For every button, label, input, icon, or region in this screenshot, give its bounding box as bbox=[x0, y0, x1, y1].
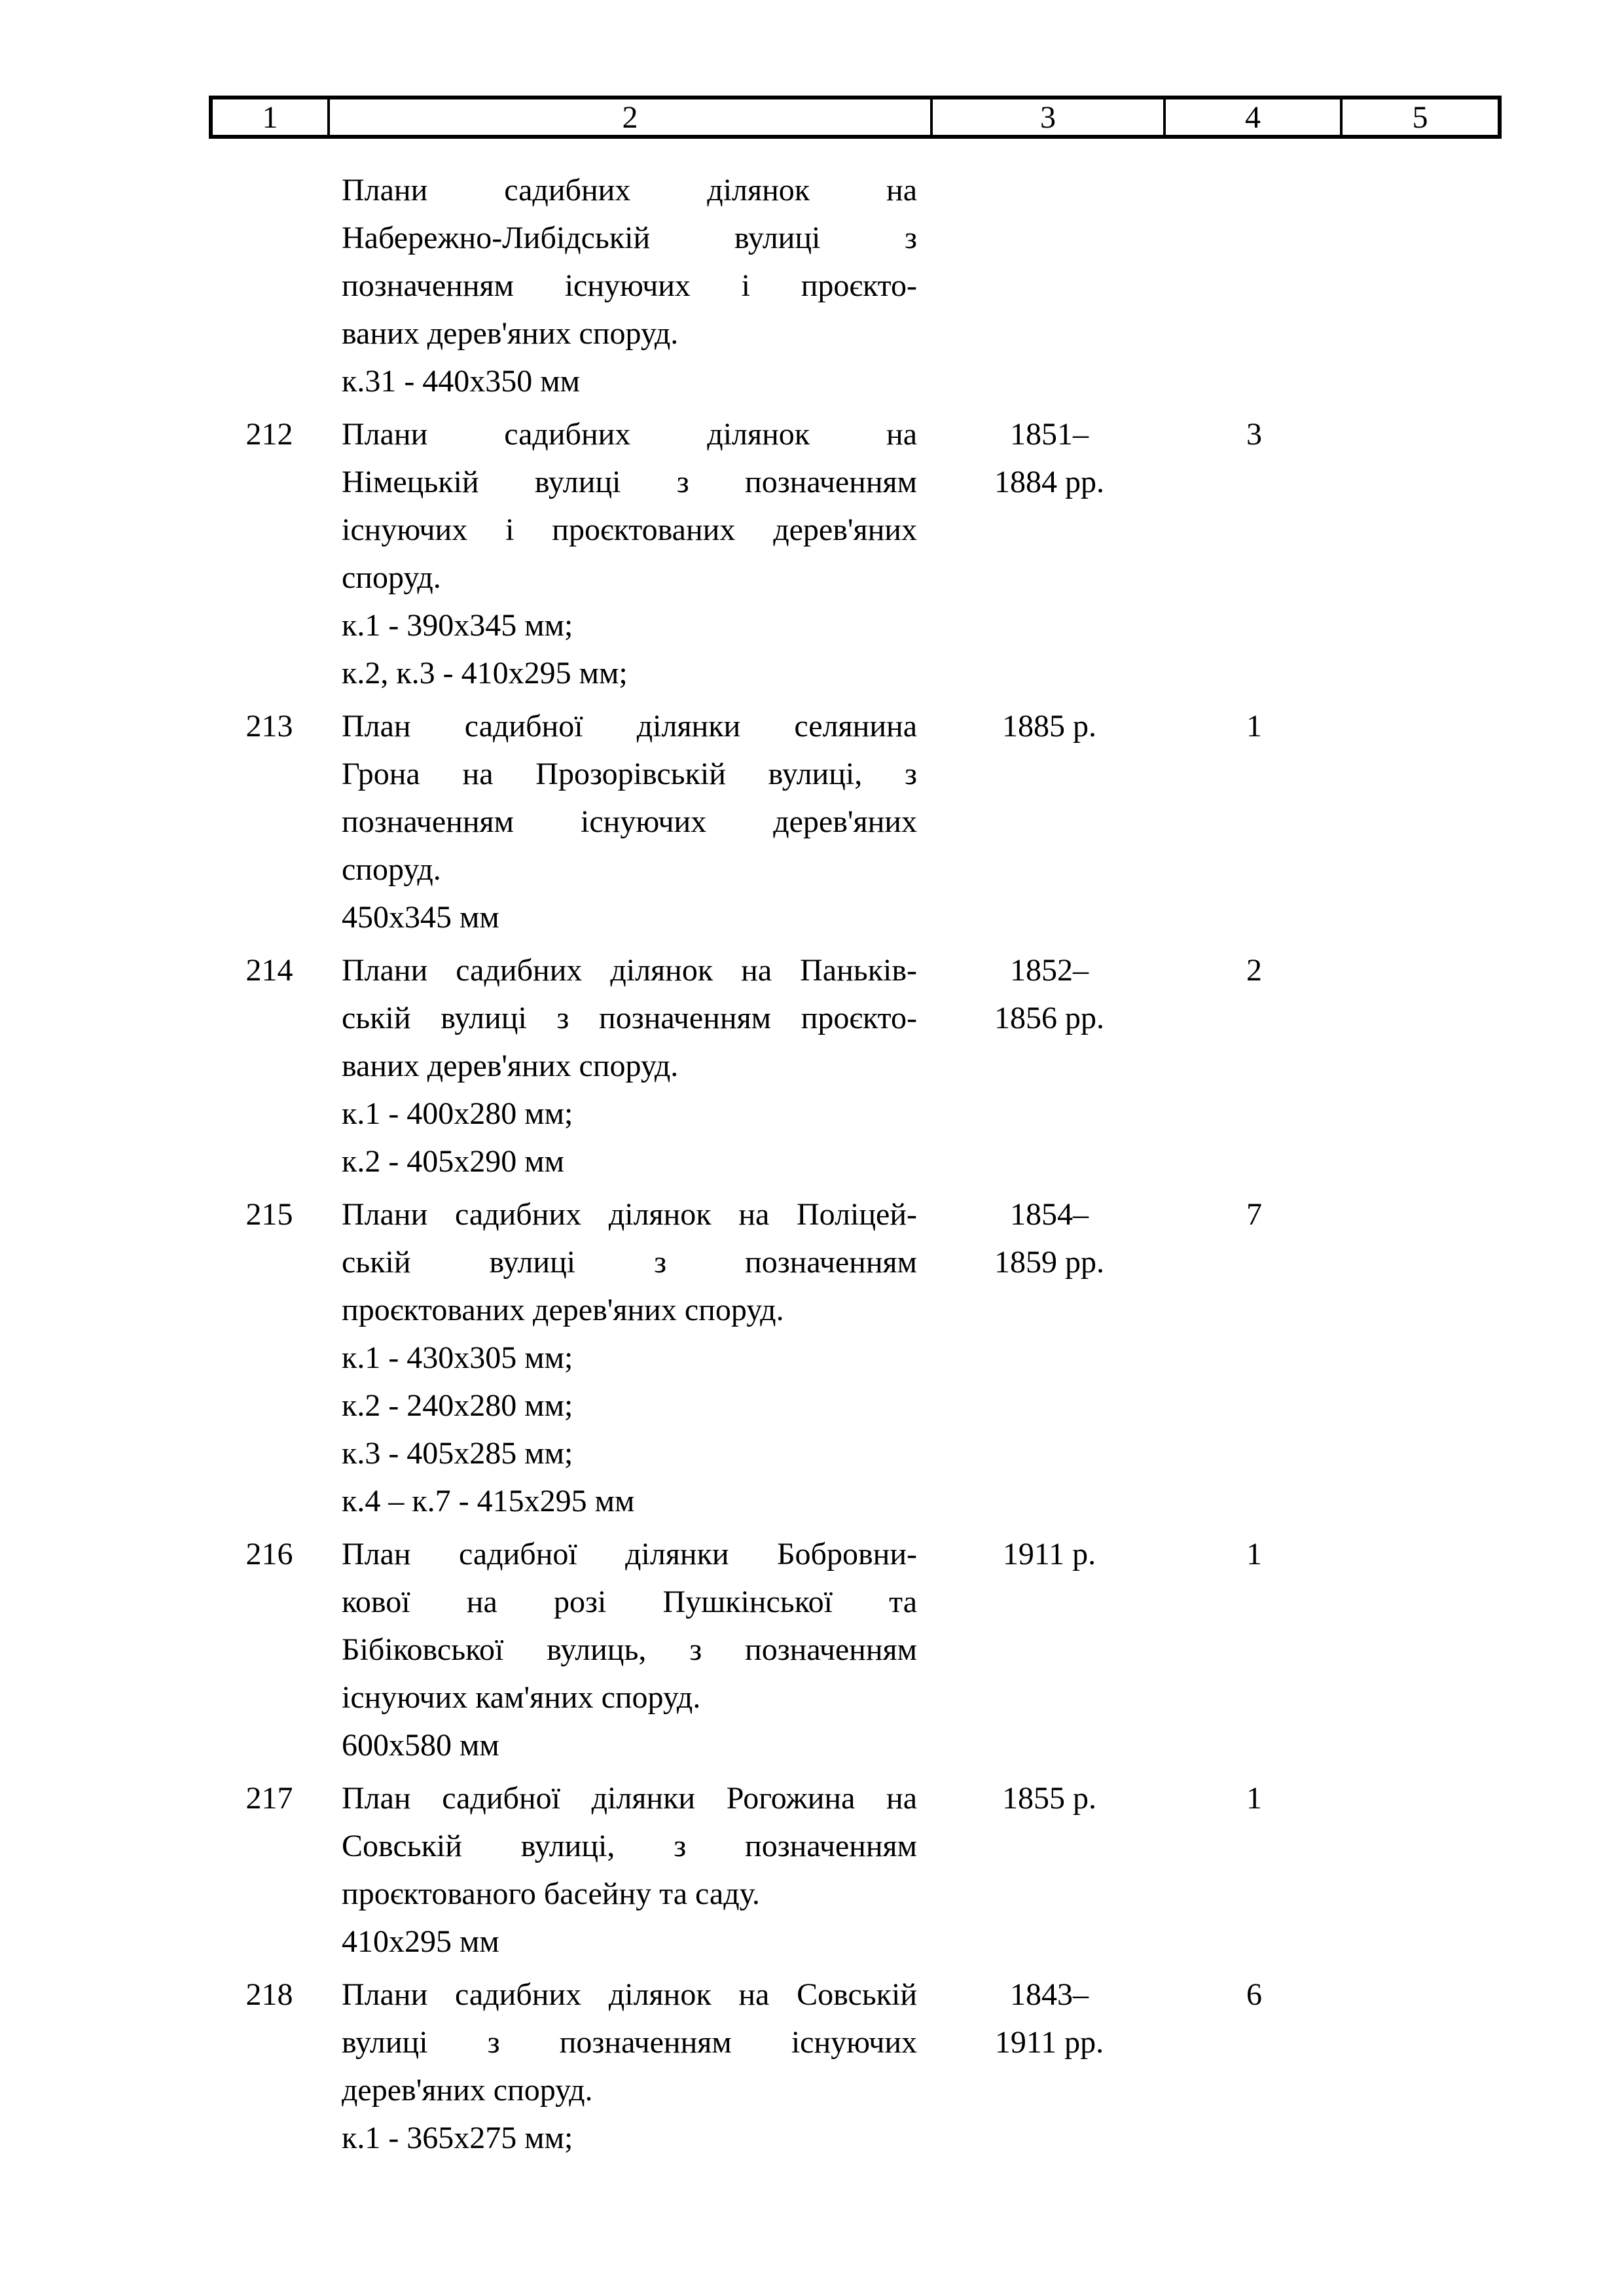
dimension-line: к.31 - 440х350 мм bbox=[342, 364, 581, 399]
description-line: Німецькій вулиці з позначенням bbox=[342, 465, 917, 499]
row-description: Плани садибних ділянок на Паньків-ській … bbox=[330, 946, 933, 1185]
row-count: 1 bbox=[1246, 1781, 1262, 1816]
row-date: 1843– 1911 рр. bbox=[933, 1971, 1166, 2066]
table-row: 212 Плани садибних ділянок на Німецькій в… bbox=[209, 410, 1502, 697]
row-date: 1851– 1884 рр. bbox=[933, 410, 1166, 506]
description-line: ській вулиці з позначенням bbox=[342, 1245, 917, 1280]
archive-table: 1 2 3 4 5 Плани садибних ділянок на Набер… bbox=[209, 96, 1502, 2167]
dimension-line: к.1 - 365х275 мм; bbox=[342, 2121, 573, 2155]
date-line: 1852– bbox=[1010, 953, 1089, 988]
row-number: 218 bbox=[245, 1977, 293, 2012]
header-cell-4: 4 bbox=[1166, 96, 1343, 139]
row-description: Плани садибних ділянок на Набережно-Либід… bbox=[330, 166, 933, 405]
date-line: 1884 рр. bbox=[994, 465, 1104, 499]
date-line: 1855 р. bbox=[1002, 1781, 1096, 1816]
description-line: кової на розі Пушкінської та bbox=[342, 1585, 917, 1619]
header-cell-5: 5 bbox=[1343, 96, 1502, 139]
date-line: 1911 рр. bbox=[994, 2025, 1104, 2060]
row-count: 1 bbox=[1246, 709, 1262, 744]
table-row: 213 План садибної ділянки селянина Грона … bbox=[209, 702, 1502, 941]
description-line: споруд. bbox=[342, 560, 441, 595]
description-line: дерев'яних споруд. bbox=[342, 2073, 593, 2108]
description-line: План садибної ділянки Рогожина на bbox=[342, 1781, 917, 1816]
row-count: 6 bbox=[1246, 1977, 1262, 2012]
table-row: Плани садибних ділянок на Набережно-Либід… bbox=[209, 166, 1502, 405]
table-row: 218 Плани садибних ділянок на Совській ву… bbox=[209, 1971, 1502, 2162]
description-line: Бібіковської вулиць, з позначенням bbox=[342, 1632, 917, 1667]
dimension-line: к.3 - 405х285 мм; bbox=[342, 1436, 573, 1471]
description-line: Плани садибних ділянок на Поліцей- bbox=[342, 1197, 917, 1232]
dimension-line: к.1 - 430х305 мм; bbox=[342, 1340, 573, 1375]
row-count: 7 bbox=[1246, 1197, 1262, 1232]
date-line: 1854– bbox=[1010, 1197, 1089, 1232]
row-date: 1885 р. bbox=[933, 702, 1166, 750]
row-description: Плани садибних ділянок на Німецькій вулиц… bbox=[330, 410, 933, 697]
row-count: 2 bbox=[1246, 953, 1262, 988]
description-line: ській вулиці з позначенням проєкто- bbox=[342, 1001, 917, 1035]
table-row: 217 План садибної ділянки Рогожина на Сов… bbox=[209, 1774, 1502, 1965]
dimension-line: 410х295 мм bbox=[342, 1924, 499, 1959]
date-line: 1851– bbox=[1010, 417, 1089, 452]
date-line: 1911 р. bbox=[1002, 1537, 1096, 1571]
dimension-line: к.1 - 390х345 мм; bbox=[342, 608, 573, 643]
description-line: Плани садибних ділянок на bbox=[342, 173, 917, 207]
row-number: 214 bbox=[245, 953, 293, 988]
row-number: 213 bbox=[245, 709, 293, 744]
description-line: проєктованого басейну та саду. bbox=[342, 1876, 760, 1911]
description-line: позначенням існуючих дерев'яних bbox=[342, 804, 917, 839]
row-number: 212 bbox=[245, 417, 293, 452]
date-line: 1843– bbox=[1010, 1977, 1089, 2012]
row-date: 1855 р. bbox=[933, 1774, 1166, 1822]
table-row: 216 План садибної ділянки Бобровни-кової… bbox=[209, 1530, 1502, 1769]
row-number: 216 bbox=[245, 1537, 293, 1571]
table-body: Плани садибних ділянок на Набережно-Либід… bbox=[209, 166, 1502, 2162]
description-line: вулиці з позначенням існуючих bbox=[342, 2025, 917, 2060]
header-cell-2: 2 bbox=[330, 96, 933, 139]
row-number: 217 bbox=[245, 1781, 293, 1816]
date-line: 1859 рр. bbox=[994, 1245, 1104, 1280]
description-line: Набережно-Либідській вулиці з bbox=[342, 221, 917, 255]
row-count: 3 bbox=[1246, 417, 1262, 452]
date-line: 1856 рр. bbox=[994, 1001, 1104, 1035]
description-line: Грона на Прозорівській вулиці, з bbox=[342, 757, 917, 791]
date-line: 1885 р. bbox=[1002, 709, 1096, 744]
description-line: ваних дерев'яних споруд. bbox=[342, 316, 679, 351]
description-line: позначенням існуючих і проєкто- bbox=[342, 268, 917, 303]
description-line: проєктованих дерев'яних споруд. bbox=[342, 1293, 784, 1327]
dimension-line: 600х580 мм bbox=[342, 1728, 499, 1763]
dimension-line: к.4 – к.7 - 415х295 мм bbox=[342, 1484, 635, 1518]
row-date: 1852– 1856 рр. bbox=[933, 946, 1166, 1042]
table-header-row: 1 2 3 4 5 bbox=[209, 96, 1502, 139]
row-description: Плани садибних ділянок на Совській вулиці… bbox=[330, 1971, 933, 2162]
header-cell-1: 1 bbox=[209, 96, 330, 139]
row-number: 215 bbox=[245, 1197, 293, 1232]
row-date: 1854– 1859 рр. bbox=[933, 1191, 1166, 1286]
description-line: Плани садибних ділянок на bbox=[342, 417, 917, 452]
dimension-line: 450х345 мм bbox=[342, 900, 499, 935]
description-line: Плани садибних ділянок на Совській bbox=[342, 1977, 917, 2012]
header-cell-3: 3 bbox=[933, 96, 1166, 139]
description-line: споруд. bbox=[342, 852, 441, 887]
description-line: ваних дерев'яних споруд. bbox=[342, 1049, 679, 1083]
description-line: План садибної ділянки Бобровни- bbox=[342, 1537, 917, 1571]
row-description: План садибної ділянки селянина Грона на П… bbox=[330, 702, 933, 941]
table-row: 215 Плани садибних ділянок на Поліцей-сь… bbox=[209, 1191, 1502, 1525]
dimension-line: к.2 - 405х290 мм bbox=[342, 1144, 565, 1179]
description-line: План садибної ділянки селянина bbox=[342, 709, 917, 744]
dimension-line: к.1 - 400х280 мм; bbox=[342, 1096, 573, 1131]
row-description: Плани садибних ділянок на Поліцей-ській … bbox=[330, 1191, 933, 1525]
row-description: План садибної ділянки Бобровни-кової на … bbox=[330, 1530, 933, 1769]
description-line: існуючих і проєктованих дерев'яних bbox=[342, 512, 917, 547]
description-line: Совській вулиці, з позначенням bbox=[342, 1829, 917, 1863]
dimension-line: к.2 - 240х280 мм; bbox=[342, 1388, 573, 1423]
row-count: 1 bbox=[1246, 1537, 1262, 1571]
description-line: існуючих кам'яних споруд. bbox=[342, 1680, 701, 1715]
description-line: Плани садибних ділянок на Паньків- bbox=[342, 953, 917, 988]
row-date: 1911 р. bbox=[933, 1530, 1166, 1578]
dimension-line: к.2, к.3 - 410х295 мм; bbox=[342, 656, 628, 691]
table-row: 214 Плани садибних ділянок на Паньків-сь… bbox=[209, 946, 1502, 1185]
row-description: План садибної ділянки Рогожина на Совські… bbox=[330, 1774, 933, 1965]
